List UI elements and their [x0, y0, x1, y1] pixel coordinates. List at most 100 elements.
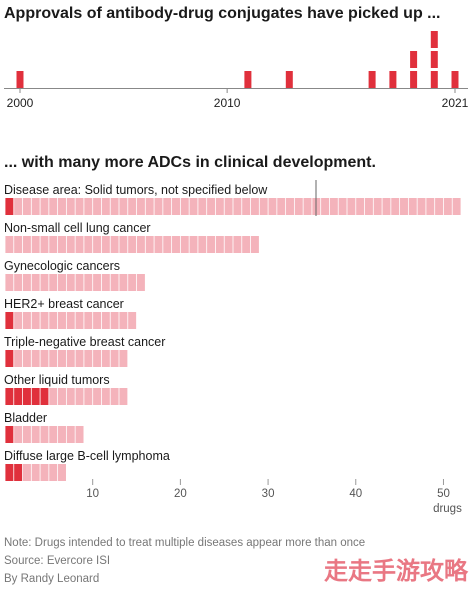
dev-tick-label: 10 [86, 488, 99, 500]
drug-block [286, 198, 294, 215]
approvals-tick-label: 2010 [214, 96, 241, 110]
category-label: Gynecologic cancers [4, 259, 120, 273]
approvals-tick-label: 2021 [442, 96, 469, 110]
drug-block [101, 350, 110, 367]
drug-block [233, 236, 242, 253]
approvals-chart-title: Approvals of antibody-drug conjugates ha… [4, 5, 441, 22]
drug-block [14, 198, 23, 215]
dev-axis-unit: drugs [433, 503, 462, 515]
drug-block [93, 388, 102, 405]
dev-tick-label: 50 [437, 488, 450, 500]
drug-block [172, 198, 180, 215]
drug-block [180, 198, 189, 215]
drug-block [14, 236, 23, 253]
chart-source: Source: Evercore ISI [4, 555, 111, 567]
drug-block [49, 350, 58, 367]
drug-block [338, 198, 347, 215]
drug-block [5, 350, 14, 367]
approvals-tick-label: 2000 [7, 96, 34, 110]
drug-block [119, 312, 128, 329]
drug-block [22, 312, 31, 329]
drug-block [49, 464, 58, 481]
drug-block [180, 236, 189, 253]
drug-block [128, 274, 137, 291]
drug-block [145, 198, 154, 215]
drug-block [110, 198, 119, 215]
drug-block [101, 388, 110, 405]
drug-block [14, 388, 23, 405]
approval-bar [430, 51, 438, 68]
drug-block [40, 312, 49, 329]
category-label: Triple-negative breast cancer [4, 335, 165, 349]
drug-block [303, 198, 312, 215]
drug-block [145, 236, 154, 253]
drug-block [84, 350, 93, 367]
drug-block [215, 198, 224, 215]
drug-block [198, 236, 207, 253]
approval-bar [368, 71, 376, 88]
drug-block [22, 426, 31, 443]
drug-block [40, 388, 49, 405]
drug-block [5, 312, 14, 329]
drug-block [75, 236, 84, 253]
drug-block [294, 198, 303, 215]
drug-block [14, 426, 23, 443]
drug-block [119, 350, 128, 367]
drug-block [119, 388, 128, 405]
drug-block [242, 198, 251, 215]
drug-block [268, 198, 277, 215]
drug-block [373, 198, 382, 215]
drug-block [31, 236, 40, 253]
drug-block [31, 312, 40, 329]
drug-block [119, 198, 128, 215]
drug-block [66, 350, 75, 367]
drug-block [58, 312, 66, 329]
watermark-logo: 走走手游攻略 [324, 558, 468, 585]
drug-block [347, 198, 356, 215]
drug-block [75, 350, 84, 367]
drug-block [22, 350, 31, 367]
drug-block [242, 236, 251, 253]
drug-block [277, 198, 286, 215]
drug-block [58, 350, 66, 367]
category-label: Disease area: Solid tumors, not specifie… [4, 183, 268, 197]
drug-block [22, 388, 31, 405]
drug-block [66, 236, 75, 253]
drug-block [75, 312, 84, 329]
drug-block [128, 312, 137, 329]
approval-bar [430, 71, 438, 88]
approval-bar [16, 71, 24, 88]
drug-block [224, 198, 233, 215]
drug-block [5, 464, 14, 481]
category-label: HER2+ breast cancer [4, 297, 124, 311]
drug-block [93, 312, 102, 329]
dev-tick-label: 30 [262, 488, 275, 500]
drug-block [110, 312, 119, 329]
drug-block [84, 274, 93, 291]
drug-block [49, 312, 58, 329]
drug-block [224, 236, 233, 253]
drug-block [58, 198, 66, 215]
category-label: Non-small cell lung cancer [4, 221, 151, 235]
drug-block [40, 350, 49, 367]
category-label: Diffuse large B-cell lymphoma [4, 449, 170, 463]
approvals-chart: 2000 2010 2021 [4, 31, 469, 110]
drug-block [31, 426, 40, 443]
drug-block [49, 426, 58, 443]
drug-block [400, 198, 408, 215]
drug-block [5, 274, 14, 291]
drug-block [93, 274, 102, 291]
drug-block [14, 312, 23, 329]
drug-block [435, 198, 444, 215]
dev-tick-label: 20 [174, 488, 187, 500]
drug-block [101, 236, 110, 253]
drug-block [40, 236, 49, 253]
drug-block [250, 236, 259, 253]
drug-block [22, 464, 31, 481]
drug-block [93, 198, 102, 215]
drug-block [66, 426, 75, 443]
category-label: Other liquid tumors [4, 373, 110, 387]
drug-block [14, 350, 23, 367]
drug-block [215, 236, 224, 253]
drug-block [426, 198, 435, 215]
